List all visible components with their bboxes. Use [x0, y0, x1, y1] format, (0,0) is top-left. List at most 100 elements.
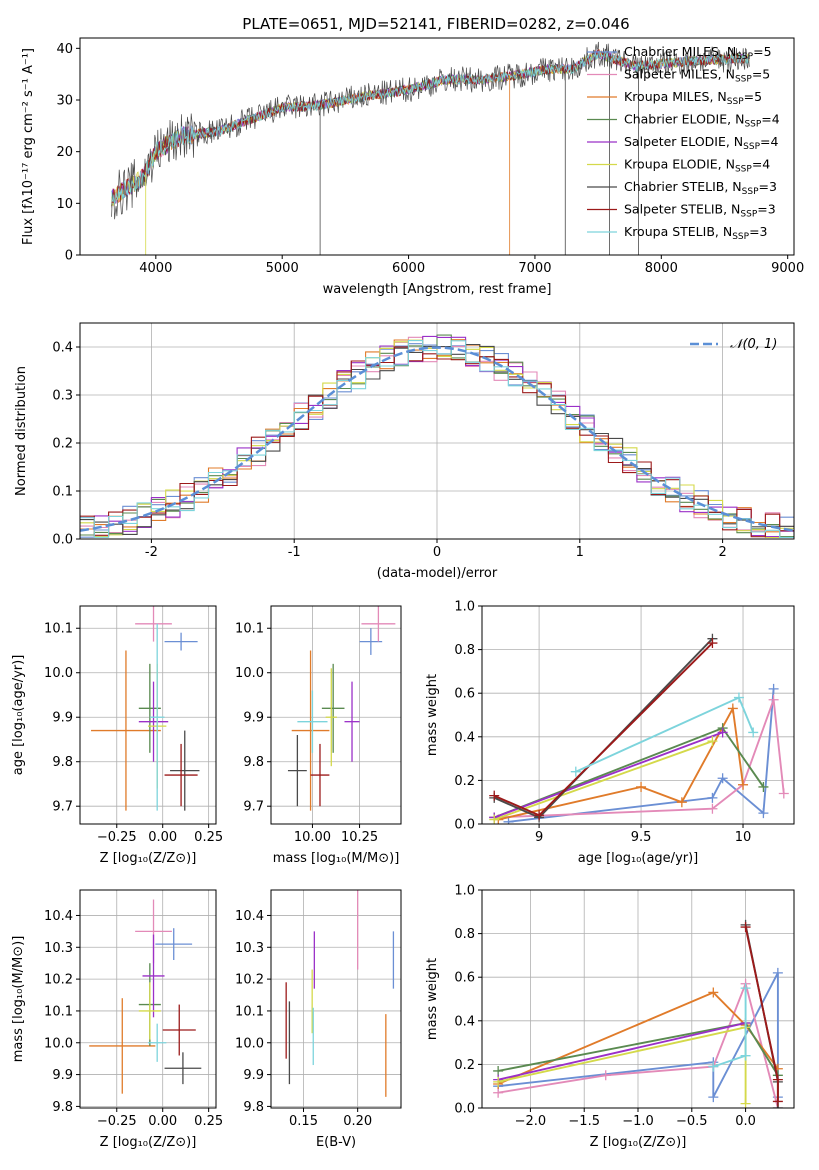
plus-marker: [772, 967, 783, 978]
y-tick-label: 0.4: [454, 730, 475, 745]
plot-area-age_vs_Z: [91, 606, 200, 811]
error-point: [89, 998, 156, 1094]
y-tick-label: 0.4: [52, 341, 73, 356]
y-tick-label: 0.2: [454, 1058, 475, 1073]
y-tick-label: 9.8: [243, 1100, 264, 1115]
histogram-step: [80, 346, 794, 538]
legend-label: Salpeter MILES, NSSP=5: [624, 67, 770, 85]
chart-spectrum: 4000 5000 6000 7000 8000 9000 0 10 20 30 40 wavelen…: [21, 37, 804, 297]
chart-residuals: -2 -1 0 1 2 0.0 0.1 0.2 0.3 0.4 (data-model)/error…: [14, 322, 795, 581]
spectrum-line: [111, 50, 750, 205]
x-tick-label: −0.25: [97, 1114, 137, 1129]
figure-title: PLATE=0651, MJD=52141, FIBERID=0282, z=0…: [242, 15, 629, 33]
error-point: [135, 606, 172, 642]
axes-frame: [79, 37, 795, 256]
histogram-step: [80, 334, 794, 538]
x-tick-label: -1: [288, 545, 301, 560]
x-tick-label: −0.25: [97, 830, 137, 845]
y-tick-label: 10.3: [235, 941, 264, 956]
plot-area-residuals: [80, 334, 794, 539]
weight-line: [493, 638, 714, 819]
error-point: [138, 982, 161, 1040]
y-tick-label: 9.9: [52, 711, 73, 726]
legend: Chabrier MILES, NSSP=5 Salpeter MILES, NS…: [587, 44, 780, 242]
legend-label: Salpeter ELODIE, NSSP=4: [624, 134, 779, 152]
y-tick-label: 9.7: [243, 800, 264, 815]
y-tick-label: 0.4: [454, 1014, 475, 1029]
legend-label: Kroupa STELIB, NSSP=3: [624, 224, 768, 242]
y-tick-label: 10.0: [235, 666, 264, 681]
y-tick-label: 1.0: [454, 600, 475, 615]
plus-marker: [758, 808, 769, 819]
plus-marker: [758, 781, 769, 792]
y-axis-label: Flux [fλ10⁻¹⁷ erg cm⁻² s⁻¹ A⁻¹]: [21, 48, 36, 245]
y-tick-label: 9.8: [52, 1100, 73, 1115]
x-tick-label: 0.25: [194, 1114, 223, 1129]
error-point: [155, 928, 193, 961]
plus-marker: [707, 792, 718, 803]
axes-frame: [270, 605, 402, 825]
x-tick-label: 10.25: [341, 830, 378, 845]
plus-marker: [740, 983, 751, 994]
chart-massweight_vs_age: 9 9.5 10 0.0 0.2 0.4 0.6 0.8 1.0 age [log₁₀(age/y…: [425, 600, 795, 866]
plus-marker: [733, 692, 744, 703]
y-tick-label: 9.9: [243, 711, 264, 726]
x-axis-label: wavelength [Angstrom, rest frame]: [323, 282, 552, 297]
plus-marker: [748, 727, 759, 738]
histogram-step: [80, 340, 794, 538]
plus-marker: [600, 1070, 611, 1081]
plus-marker: [636, 781, 647, 792]
y-axis-label: mass weight: [425, 674, 440, 756]
weight-line: [497, 1022, 746, 1081]
plus-marker: [503, 816, 514, 824]
y-tick-label: 9.9: [243, 1068, 264, 1083]
chart-mass_vs_EBV: 0.15 0.20 9.8 9.9 10.0 10.1 10.2 10.3 10.4 E(B-V): [235, 889, 402, 1150]
y-tick-label: 0.6: [454, 971, 475, 986]
x-tick-label: 9: [535, 830, 543, 845]
plus-marker: [570, 766, 581, 777]
y-tick-label: 0.2: [454, 774, 475, 789]
y-axis-label: mass [log₁₀(M/M⊙)]: [11, 936, 26, 1063]
plus-marker: [493, 1065, 504, 1076]
x-tick-label: −1.5: [568, 1114, 600, 1129]
x-tick-label: -2: [145, 545, 158, 560]
x-tick-label: 6000: [392, 261, 425, 276]
error-point: [321, 663, 345, 753]
y-tick-label: 10.1: [44, 1004, 73, 1019]
legend-label: Kroupa MILES, NSSP=5: [624, 89, 762, 107]
chart-massweight_vs_Z: −2.0 −1.5 −1.0 −0.5 0.0 0.0 0.2 0.4 0.6 0.8 1.0 Z […: [425, 884, 795, 1150]
plus-marker: [707, 803, 718, 814]
y-tick-label: 9.8: [243, 755, 264, 770]
x-tick-label: 4000: [139, 261, 172, 276]
y-tick-label: 0.6: [454, 687, 475, 702]
y-tick-label: 10.0: [44, 666, 73, 681]
x-tick-label: −0.5: [676, 1114, 708, 1129]
x-tick-label: 10: [735, 830, 752, 845]
axes-frame: [79, 889, 217, 1109]
legend-label: Kroupa ELODIE, NSSP=4: [624, 157, 770, 175]
y-tick-label: 10: [56, 197, 73, 212]
y-tick-label: 0.2: [52, 437, 73, 452]
plot-area-massweight_vs_age: [489, 633, 789, 824]
y-tick-label: 10.2: [44, 973, 73, 988]
plus-marker: [778, 788, 789, 799]
y-tick-label: 10.4: [235, 909, 264, 924]
y-tick-label: 10.4: [44, 909, 73, 924]
plot-area-mass_vs_Z: [89, 899, 202, 1094]
x-axis-label: mass [log₁₀(M/M⊙)]: [273, 851, 400, 866]
x-tick-label: 8000: [645, 261, 678, 276]
x-axis-label: Z [log₁₀(Z/Z⊙)]: [590, 1135, 687, 1150]
x-tick-label: 10.00: [294, 830, 331, 845]
x-axis-label: Z [log₁₀(Z/Z⊙)]: [100, 851, 197, 866]
x-tick-label: 0.00: [148, 830, 177, 845]
legend-label: Chabrier ELODIE, NSSP=4: [624, 112, 780, 130]
error-point: [149, 623, 165, 811]
y-tick-label: 10.0: [235, 1036, 264, 1051]
legend-label: Chabrier STELIB, NSSP=3: [624, 179, 777, 197]
x-tick-label: −2.0: [515, 1114, 547, 1129]
plus-marker: [707, 638, 718, 649]
plus-marker: [493, 1076, 504, 1087]
y-tick-label: 0.3: [52, 389, 73, 404]
plus-marker: [738, 779, 749, 790]
error-point: [164, 632, 198, 651]
